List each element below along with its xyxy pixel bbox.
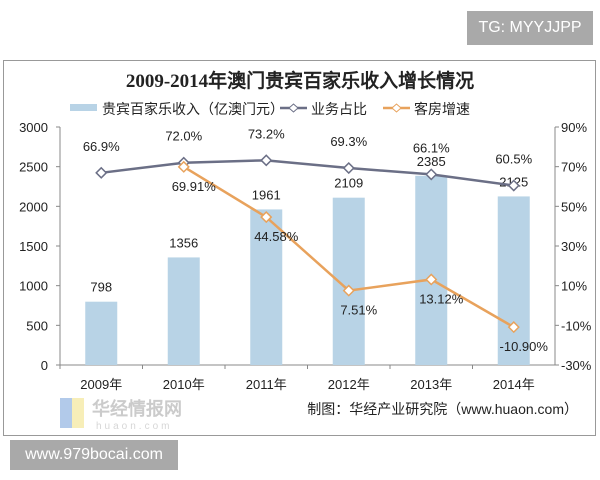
chart-frame xyxy=(3,60,596,436)
chart-title: 2009-2014年澳门贵宾百家乐收入增长情况 xyxy=(126,69,474,92)
right-tick-label: 10% xyxy=(561,279,587,294)
legend: 贵宾百家乐收入（亿澳门元） 业务占比 客房增速 xyxy=(70,101,470,117)
series-marker xyxy=(342,284,355,297)
right-tick-label: -30% xyxy=(561,358,592,373)
left-tick-label: 0 xyxy=(41,358,48,373)
series-line xyxy=(101,159,514,187)
legend-marker xyxy=(391,103,402,113)
right-tick-label: 30% xyxy=(561,239,587,254)
bar xyxy=(497,196,530,365)
left-tick-label: 500 xyxy=(26,318,48,333)
legend-label: 贵宾百家乐收入（亿澳门元） xyxy=(102,101,284,117)
watermark-top: TG: MYYJJPP xyxy=(467,11,593,45)
legend-label: 业务占比 xyxy=(311,101,367,117)
series-marker xyxy=(95,166,108,179)
left-tick-label: 1500 xyxy=(19,239,48,254)
bar-label: 2385 xyxy=(417,154,446,169)
x-tick-label: 2011年 xyxy=(246,377,287,392)
x-tick-label: 2009年 xyxy=(80,377,122,392)
series-marker xyxy=(507,321,520,334)
left-tick-label: 1000 xyxy=(19,279,48,294)
series-marker xyxy=(260,211,273,224)
right-tick-label: 90% xyxy=(561,120,587,135)
watermark-bottom: www.979bocai.com xyxy=(10,440,178,470)
series-label: 44.58% xyxy=(254,229,299,244)
logo-mark-blue xyxy=(60,398,72,428)
x-tick-label: 2014年 xyxy=(493,377,535,392)
x-tick-label: 2013年 xyxy=(410,377,452,392)
bar-label: 2109 xyxy=(334,176,363,191)
series-label: 69.3% xyxy=(330,134,367,149)
series-label: 7.51% xyxy=(340,303,377,318)
legend-bar-swatch xyxy=(70,104,97,111)
logo-subtext: huaon.com xyxy=(96,421,172,432)
series-label: 66.9% xyxy=(83,139,120,154)
bar xyxy=(250,209,283,365)
logo-mark-yellow xyxy=(72,398,84,428)
right-tick-label: -10% xyxy=(561,318,592,333)
bar xyxy=(415,175,448,365)
bar-label: 1961 xyxy=(252,187,281,202)
x-tick-label: 2010年 xyxy=(163,377,205,392)
legend-marker xyxy=(288,103,299,113)
source-note: 制图：华经产业研究院（www.huaon.com） xyxy=(307,401,578,417)
logo-text: 华经情报网 xyxy=(92,398,182,419)
series-label: 66.1% xyxy=(413,140,450,155)
bar-label: 1356 xyxy=(169,235,198,250)
bar xyxy=(85,301,118,365)
bar-label: 798 xyxy=(90,280,112,295)
series-label: -10.90% xyxy=(500,339,549,354)
series-marker xyxy=(342,161,355,175)
legend-label: 客房增速 xyxy=(414,101,470,117)
series-label: 72.0% xyxy=(165,129,202,144)
series-label: 73.2% xyxy=(248,126,285,141)
series-marker xyxy=(425,168,438,181)
huaon-logo: 华经情报网 huaon.com xyxy=(60,398,182,432)
left-tick-label: 3000 xyxy=(19,120,48,135)
left-tick-label: 2000 xyxy=(19,199,48,214)
right-tick-label: 50% xyxy=(561,199,587,214)
bar xyxy=(167,257,200,365)
series-label: 60.5% xyxy=(495,152,532,167)
x-tick-label: 2012年 xyxy=(328,377,370,392)
series-marker xyxy=(425,273,438,286)
right-tick-label: 70% xyxy=(561,160,587,175)
series-label: 13.12% xyxy=(419,291,464,306)
series-marker xyxy=(177,160,190,173)
left-tick-label: 2500 xyxy=(19,160,48,175)
series-marker xyxy=(507,179,520,192)
series-label: 69.91% xyxy=(172,179,217,194)
series-marker xyxy=(260,154,273,167)
